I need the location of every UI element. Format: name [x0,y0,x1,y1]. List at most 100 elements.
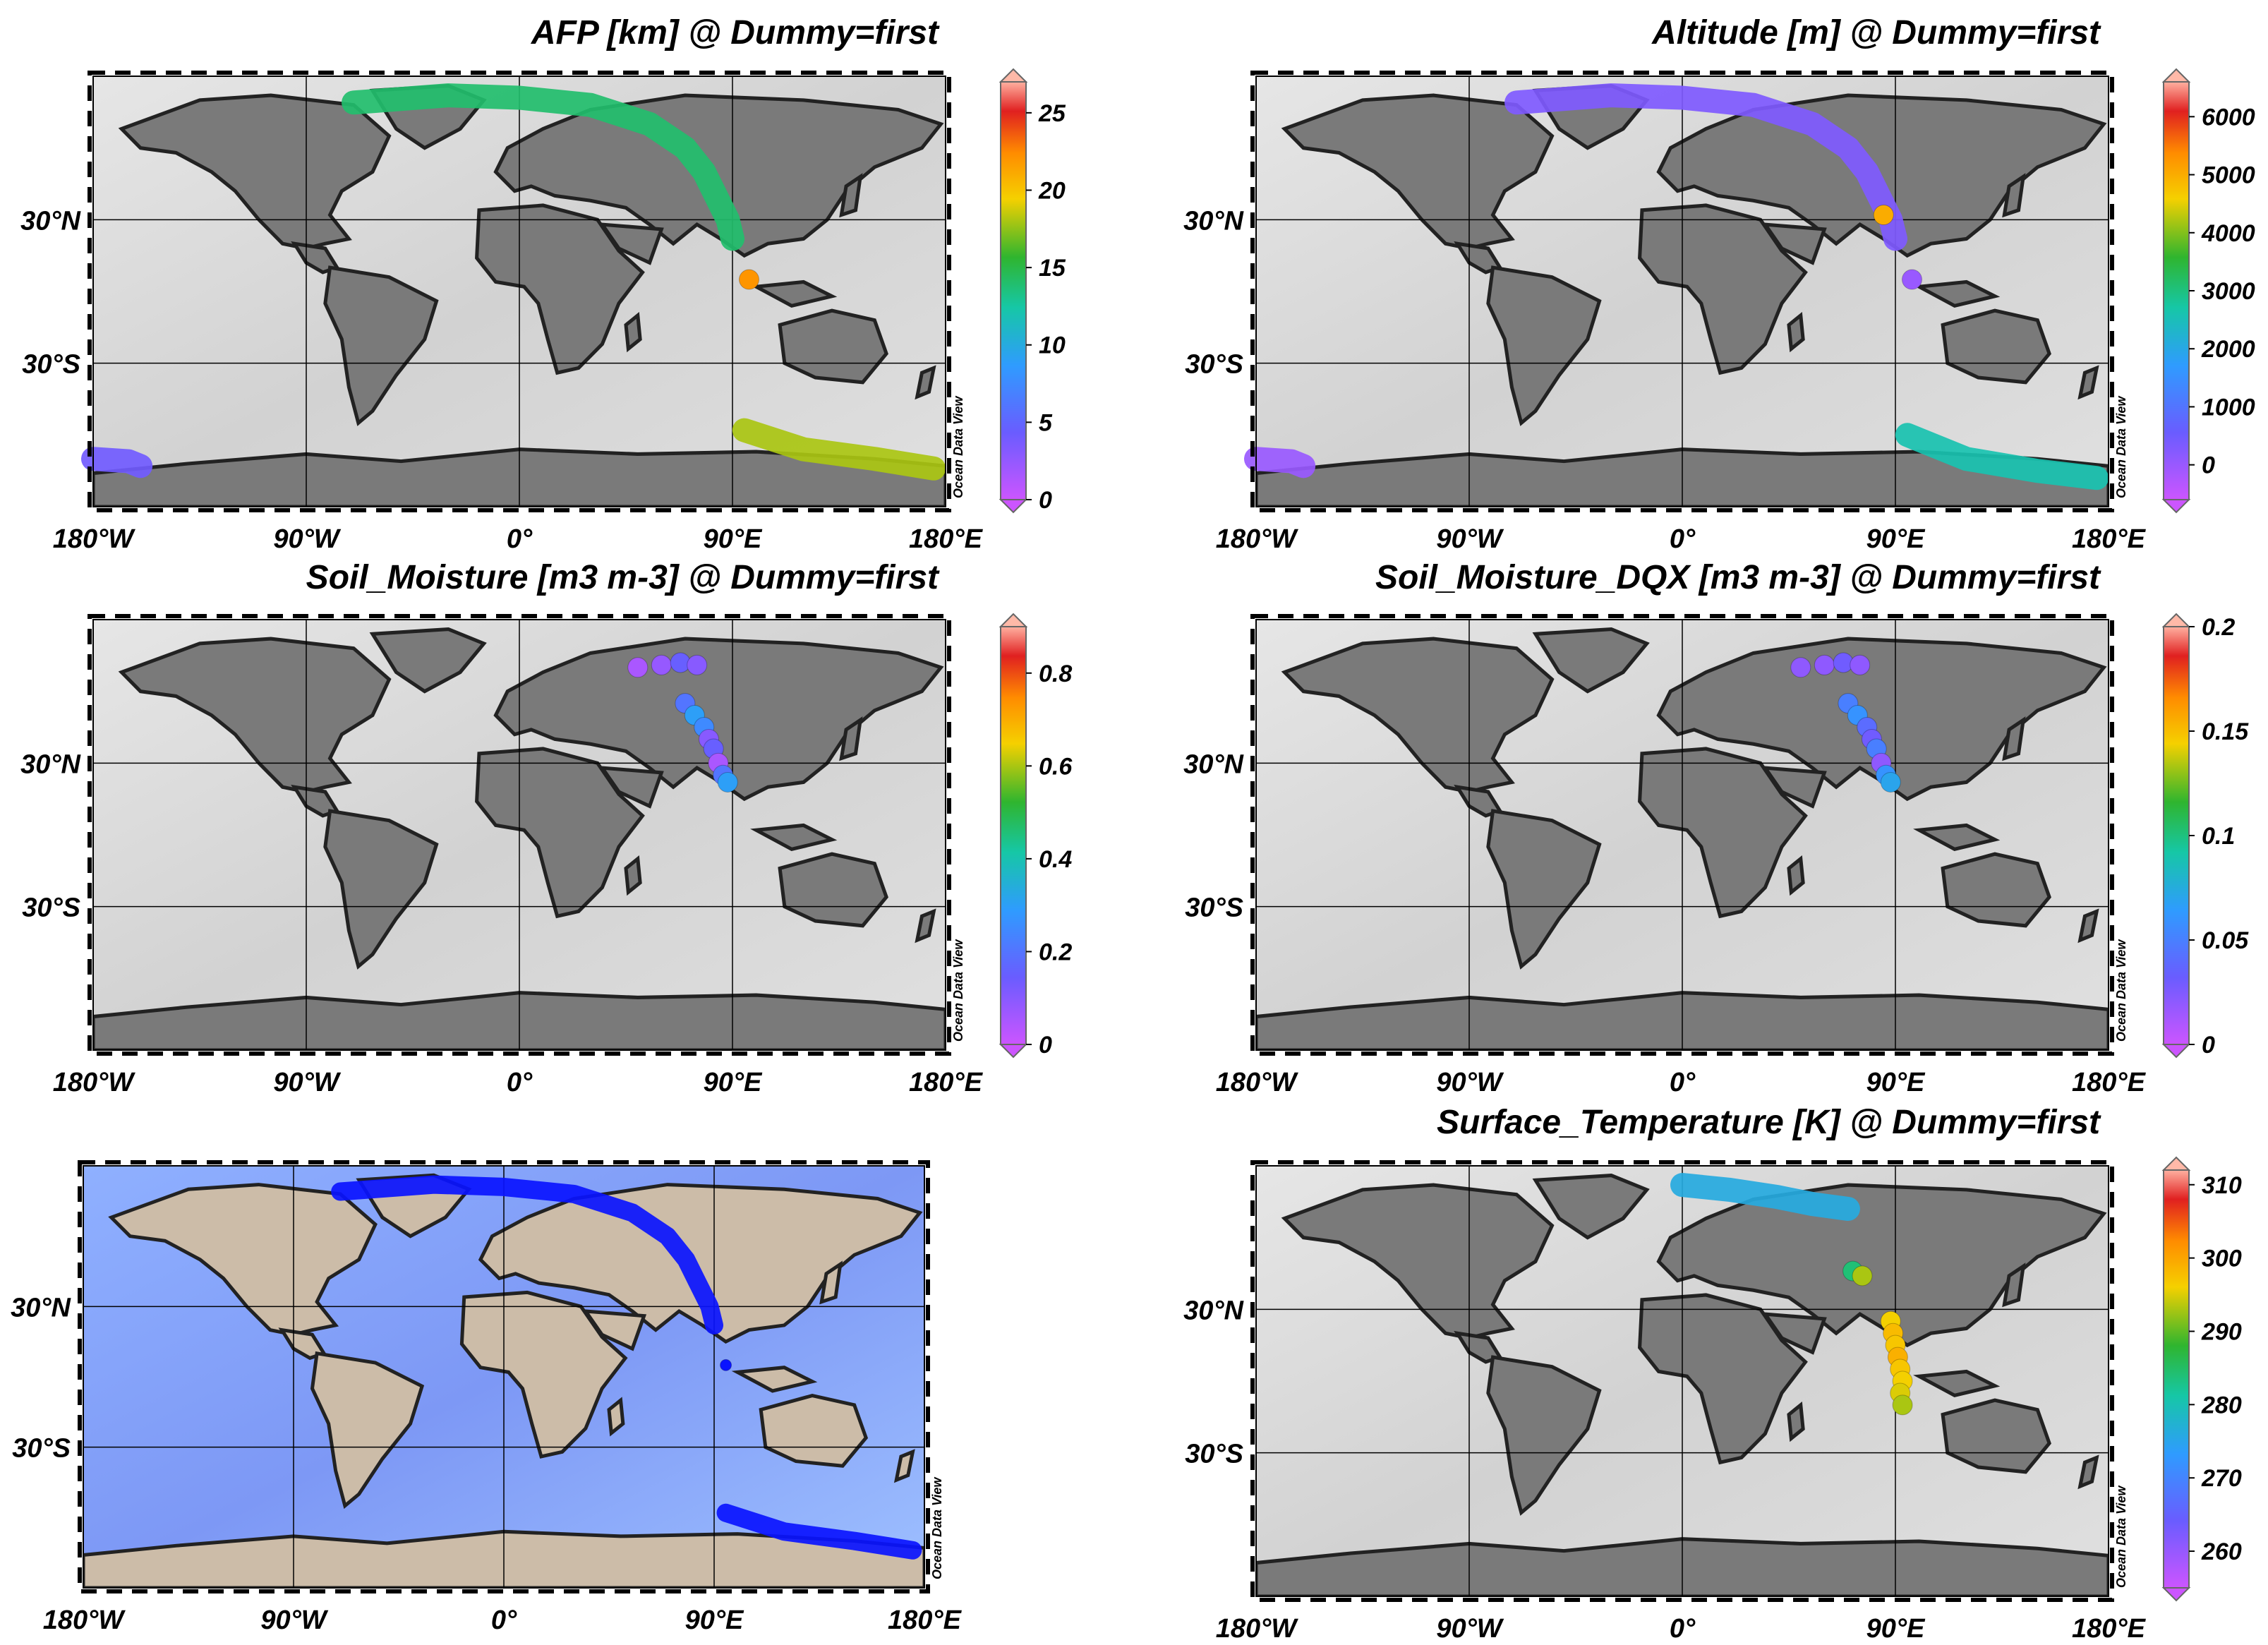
colorbar-tick-label: 0.4 [1039,846,1072,873]
swath-track [732,418,946,481]
colorbar-tick-label: 0 [1039,1032,1052,1059]
map-frame-dashed [1250,1160,2114,1602]
x-tick-label: 180°E [888,1605,963,1635]
data-point [1814,654,1835,675]
y-tick-label: 30°S [22,893,80,923]
colorbar-gradient [1000,626,1027,1045]
x-tick-label: 180°W [53,1068,136,1097]
chart-title: Soil_Moisture [m3 m-3] @ Dummy=first [306,559,940,596]
swath-track [716,1503,922,1560]
x-tick-label: 0° [1670,1614,1696,1644]
colorbar-top-cap [999,613,1028,627]
colorbar-tick-label: 2000 [2201,336,2255,363]
colorbar-bottom-cap [2161,1587,2191,1602]
x-tick-label: 90°W [1436,524,1504,554]
watermark-label: Ocean Data View [2114,939,2128,1042]
colorbar-top-cap [2161,1156,2191,1171]
map-frame-dashed [88,614,951,1056]
colorbar-tick-label: 3000 [2202,278,2255,305]
map-panel-6: Surface_Temperature [K] @ Dummy=first 180… [1183,1104,2242,1644]
swath-track [331,1175,723,1334]
swath-track [1670,1173,1860,1221]
swath-track [342,83,744,251]
colorbar-top-cap [999,68,1028,83]
x-tick-label: 180°E [2072,1068,2147,1097]
colorbar-gradient [2163,1169,2190,1589]
y-tick-label: 30°N [1183,1296,1244,1325]
y-tick-label: 30°N [1183,749,1244,779]
colorbar-tick-label: 6000 [2202,104,2255,131]
x-tick-label: 90°E [685,1605,744,1635]
x-tick-label: 90°E [704,1068,763,1097]
colorbar-top-cap [2161,68,2191,83]
data-point [1892,1394,1913,1416]
x-tick-label: 0° [507,1068,533,1097]
map-panel-4: Soil_Moisture_DQX [m3 m-3] @ Dummy=first… [1183,559,2249,1097]
colorbar-tick-label: 0 [1039,487,1052,514]
x-tick-label: 180°W [1216,1068,1299,1097]
x-tick-label: 180°E [909,1068,984,1097]
data-point [687,654,708,675]
colorbar-tick-label: 5 [1039,409,1053,436]
colorbar-tick-label: 0.15 [2202,718,2249,745]
colorbar-tick-label: 300 [2202,1246,2242,1272]
map-frame-dashed [88,71,951,512]
data-point [1852,1265,1873,1287]
map-panel-2: Altitude [m] @ Dummy=first 180°W 90°W 0° 90°… [1183,14,2255,554]
y-tick-label: 30°N [20,206,81,236]
colorbar-tick-label: 280 [2201,1392,2242,1418]
x-tick-label: 90°E [704,524,763,554]
x-tick-label: 180°E [2072,524,2147,554]
chart-title: AFP [km] @ Dummy=first [531,14,940,52]
colorbar-tick-label: 10 [1039,332,1066,359]
colorbar-tick-label: 15 [1039,255,1066,282]
colorbar-gradient [2163,81,2190,500]
colorbar-tick-label: 310 [2202,1172,2242,1199]
chart-title: Soil_Moisture_DQX [m3 m-3] @ Dummy=first [1375,559,2101,596]
data-point [1880,771,1901,793]
y-tick-label: 30°S [1185,893,1243,923]
colorbar-tick-label: 4000 [2201,220,2255,247]
map-panel-3: Soil_Moisture [m3 m-3] @ Dummy=first 180°… [20,559,1073,1097]
x-tick-label: 180°W [1216,524,1299,554]
y-tick-label: 30°S [1185,350,1243,380]
x-tick-label: 0° [1670,1068,1696,1097]
colorbar-tick-label: 25 [1038,100,1066,127]
colorbar-bottom-cap [999,499,1028,514]
x-tick-label: 180°E [2072,1614,2147,1644]
chart-title: Surface_Temperature [K] @ Dummy=first [1437,1104,2101,1141]
map-frame [83,1165,925,1589]
colorbar-tick-label: 0 [2202,1032,2215,1059]
map-panel-5: 180°W 90°W 0° 90°E 180°E 30°N 30°S Ocean Data V… [11,1160,963,1635]
watermark-label: Ocean Data View [2114,1486,2128,1588]
y-tick-label: 30°S [12,1434,71,1464]
data-point [1901,269,1922,290]
x-tick-label: 0° [507,524,533,554]
colorbar-top-cap [2161,613,2191,627]
colorbar-tick-label: 5000 [2202,162,2255,189]
x-tick-label: 180°W [53,524,136,554]
colorbar-bottom-cap [2161,1044,2191,1059]
colorbar-gradient [2163,626,2190,1045]
swath-track [1895,423,2109,490]
y-tick-label: 30°S [22,350,80,380]
colorbar-tick-label: 270 [2201,1465,2242,1492]
colorbar-bottom-cap [2161,499,2191,514]
colorbar: 0 1000 2000 3000 4000 5000 6000 [2161,68,2255,514]
colorbar-tick-label: 0.1 [2202,823,2235,850]
colorbar: 0 0.05 0.1 0.15 0.2 [2161,613,2249,1059]
map-frame [1255,619,2109,1051]
colorbar: 260 270 280 290 300 310 [2161,1156,2242,1602]
x-tick-label: 90°E [1866,1614,1926,1644]
map-frame-dashed [78,1160,930,1593]
colorbar-gradient [1000,81,1027,500]
map-frame [92,76,946,507]
x-tick-label: 0° [1670,524,1696,554]
colorbar: 0 0.2 0.4 0.6 0.8 [999,613,1073,1059]
watermark-label: Ocean Data View [951,396,965,498]
y-tick-label: 30°N [1183,206,1244,236]
data-point [627,657,649,678]
map-frame [1255,1165,2109,1597]
data-point [717,771,738,793]
